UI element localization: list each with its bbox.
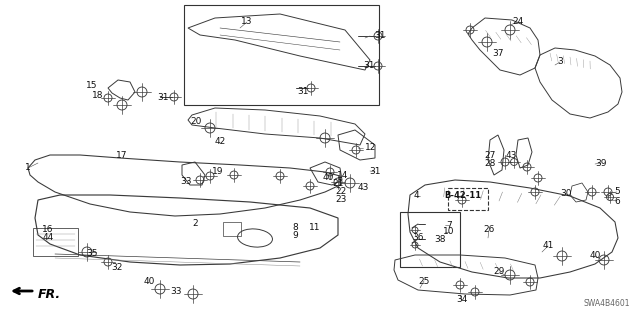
Text: 41: 41 xyxy=(542,241,554,250)
Text: 31: 31 xyxy=(369,167,381,176)
Text: 26: 26 xyxy=(483,226,495,234)
Text: 14: 14 xyxy=(337,170,349,180)
Text: 16: 16 xyxy=(42,225,54,234)
Text: SWA4B4601: SWA4B4601 xyxy=(584,299,630,308)
Text: 18: 18 xyxy=(92,91,104,100)
Text: 31: 31 xyxy=(297,87,308,97)
Text: 11: 11 xyxy=(309,224,321,233)
Text: 15: 15 xyxy=(86,81,98,91)
Text: 4: 4 xyxy=(413,191,419,201)
Text: 31: 31 xyxy=(374,32,386,41)
Text: 7: 7 xyxy=(446,220,452,229)
Text: 31: 31 xyxy=(157,93,169,101)
Text: 20: 20 xyxy=(190,117,202,127)
Text: 21: 21 xyxy=(332,179,344,188)
Text: 44: 44 xyxy=(42,234,54,242)
Bar xyxy=(33,228,78,256)
Text: 22: 22 xyxy=(335,187,347,196)
Text: 32: 32 xyxy=(111,263,123,271)
Bar xyxy=(448,188,488,210)
Text: 27: 27 xyxy=(484,151,496,160)
Text: 31: 31 xyxy=(364,62,375,70)
Bar xyxy=(184,5,379,105)
Text: 40: 40 xyxy=(143,278,155,286)
Text: 33: 33 xyxy=(170,286,182,295)
Text: 37: 37 xyxy=(492,49,504,58)
Text: 36: 36 xyxy=(412,234,424,242)
Text: 43: 43 xyxy=(357,183,369,192)
Text: 2: 2 xyxy=(192,219,198,227)
Text: 35: 35 xyxy=(86,249,98,258)
Text: 40: 40 xyxy=(323,174,333,182)
Text: 13: 13 xyxy=(241,18,253,26)
Text: FR.: FR. xyxy=(38,287,61,300)
Text: 6: 6 xyxy=(614,197,620,205)
Text: 3: 3 xyxy=(557,57,563,66)
Text: 10: 10 xyxy=(444,227,455,236)
Text: 38: 38 xyxy=(435,235,445,244)
Text: 19: 19 xyxy=(212,167,224,176)
Text: 24: 24 xyxy=(513,18,524,26)
Text: 28: 28 xyxy=(484,159,496,167)
Text: 33: 33 xyxy=(180,176,192,186)
Text: 8: 8 xyxy=(292,224,298,233)
Text: 39: 39 xyxy=(595,159,607,167)
Text: 42: 42 xyxy=(214,137,226,146)
Text: 9: 9 xyxy=(292,232,298,241)
Text: 17: 17 xyxy=(116,151,128,160)
Text: B-42-11: B-42-11 xyxy=(444,191,481,201)
Bar xyxy=(223,222,241,236)
Text: 1: 1 xyxy=(25,164,31,173)
Text: 29: 29 xyxy=(493,268,505,277)
Text: 43: 43 xyxy=(506,151,516,160)
Text: 23: 23 xyxy=(335,195,347,204)
Text: 25: 25 xyxy=(419,277,429,286)
Text: 34: 34 xyxy=(456,295,468,305)
Text: 5: 5 xyxy=(614,188,620,197)
Text: 12: 12 xyxy=(365,144,377,152)
Bar xyxy=(400,212,460,267)
Text: 40: 40 xyxy=(589,251,601,261)
Text: 30: 30 xyxy=(560,189,572,198)
